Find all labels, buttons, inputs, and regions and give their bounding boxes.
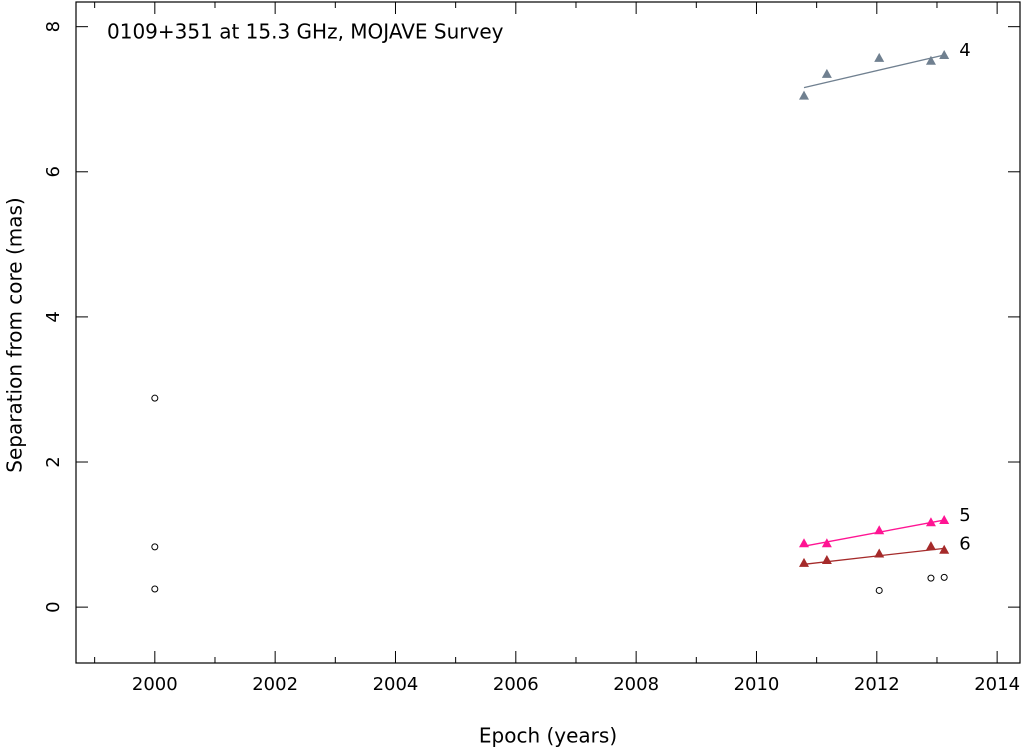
triangle-marker xyxy=(939,544,950,554)
triangle-marker xyxy=(925,541,936,551)
triangle-marker xyxy=(821,538,832,548)
fit-line xyxy=(803,54,945,89)
circle-marker xyxy=(927,574,935,582)
x-axis-label: Epoch (years) xyxy=(479,724,617,748)
triangle-marker xyxy=(939,515,950,525)
x-tick-label: 2012 xyxy=(854,674,900,695)
circle-marker xyxy=(875,586,883,594)
x-tick-label: 2006 xyxy=(493,674,539,695)
triangle-marker xyxy=(939,49,950,59)
triangle-marker xyxy=(799,538,810,548)
triangle-marker xyxy=(821,68,832,78)
x-tick-label: 2002 xyxy=(252,674,298,695)
series-label: 4 xyxy=(959,40,970,61)
x-tick-label: 2010 xyxy=(734,674,780,695)
series-label: 6 xyxy=(959,533,970,554)
plot-frame xyxy=(75,1,1021,664)
y-tick-label: 6 xyxy=(43,166,64,177)
triangle-marker xyxy=(874,525,885,535)
circle-marker xyxy=(151,394,159,402)
circle-marker xyxy=(151,543,159,551)
circle-marker xyxy=(940,573,948,581)
y-tick-label: 4 xyxy=(43,311,64,322)
chart-title: 0109+351 at 15.3 GHz, MOJAVE Survey xyxy=(107,20,504,44)
triangle-marker xyxy=(874,548,885,558)
y-tick-label: 8 xyxy=(43,21,64,32)
circle-marker xyxy=(151,585,159,593)
triangle-marker xyxy=(925,517,936,527)
y-axis-label: Separation from core (mas) xyxy=(3,197,27,472)
triangle-marker xyxy=(799,557,810,567)
triangle-marker xyxy=(874,52,885,62)
y-tick-label: 0 xyxy=(43,601,64,612)
triangle-marker xyxy=(925,55,936,65)
triangle-marker xyxy=(821,554,832,564)
series-label: 5 xyxy=(959,505,970,526)
y-tick-label: 2 xyxy=(43,456,64,467)
x-tick-label: 2000 xyxy=(132,674,178,695)
x-tick-label: 2014 xyxy=(974,674,1020,695)
triangle-marker xyxy=(799,90,810,100)
x-tick-label: 2008 xyxy=(613,674,659,695)
x-tick-label: 2004 xyxy=(373,674,419,695)
